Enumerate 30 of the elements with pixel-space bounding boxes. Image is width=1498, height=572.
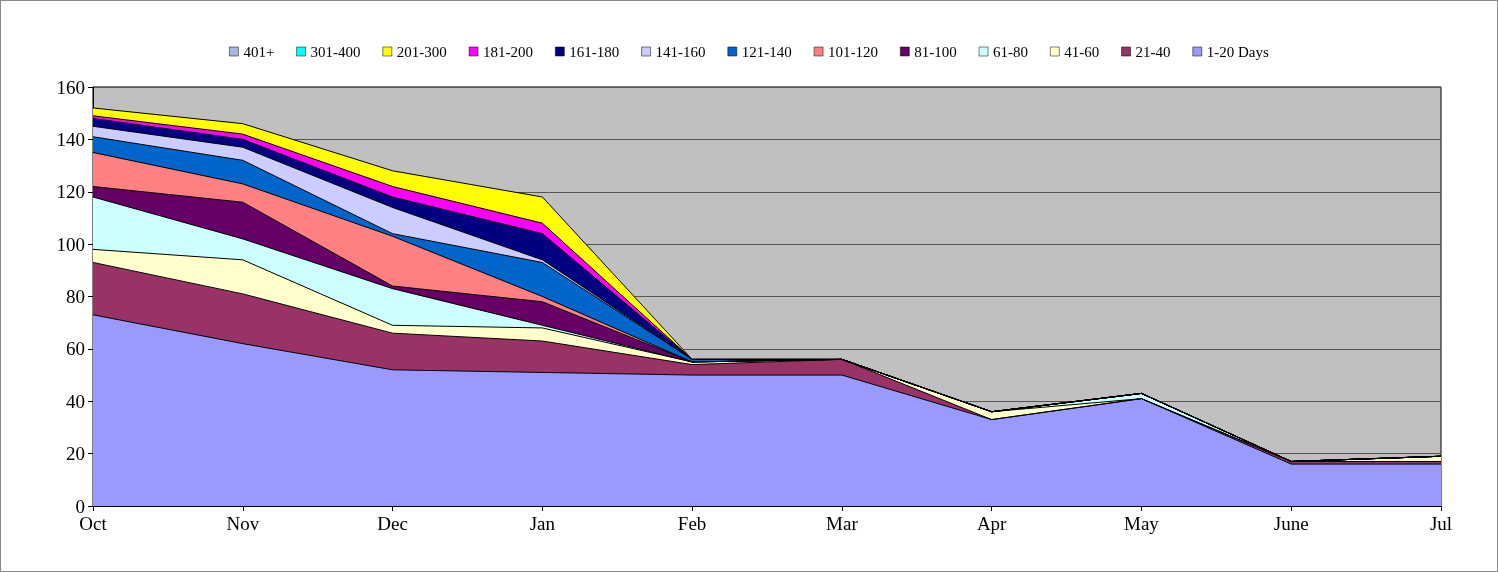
y-tick-label: 160 [56, 76, 85, 98]
x-tick-label: Nov [226, 513, 260, 534]
legend-label: 201-300 [396, 43, 447, 60]
legend-label: 181-200 [483, 43, 534, 60]
x-tick-label: Mar [826, 513, 859, 534]
x-tick-label: Apr [976, 513, 1008, 534]
x-tick-label: May [1124, 513, 1160, 534]
y-tick-label: 140 [56, 128, 85, 150]
y-tick-label: 100 [56, 233, 85, 255]
y-tick-label: 40 [66, 390, 85, 412]
x-tick-label: June [1273, 513, 1309, 534]
legend-label: 101-120 [828, 43, 879, 60]
legend-label: 61-80 [993, 43, 1029, 60]
legend-label: 121-140 [741, 43, 792, 60]
legend-label: 161-180 [569, 43, 620, 60]
legend-label: 21-40 [1135, 43, 1171, 60]
legend-label: 41-60 [1064, 43, 1100, 60]
legend-label: 401+ [243, 43, 275, 60]
x-tick-label: Dec [377, 513, 408, 534]
legend-label: 301-400 [310, 43, 361, 60]
legend-label: 141-160 [655, 43, 706, 60]
x-tick-label: Jul [1429, 513, 1453, 534]
y-tick-label: 120 [56, 181, 85, 203]
y-tick-label: 80 [66, 286, 85, 307]
legend-label: 81-100 [914, 43, 957, 60]
y-tick-label: 20 [66, 443, 85, 465]
legend-label: 1-20 Days [1206, 43, 1270, 60]
y-tick-label: 60 [66, 338, 85, 360]
x-tick-label: Feb [677, 513, 707, 534]
x-tick-label: Jan [529, 513, 556, 534]
